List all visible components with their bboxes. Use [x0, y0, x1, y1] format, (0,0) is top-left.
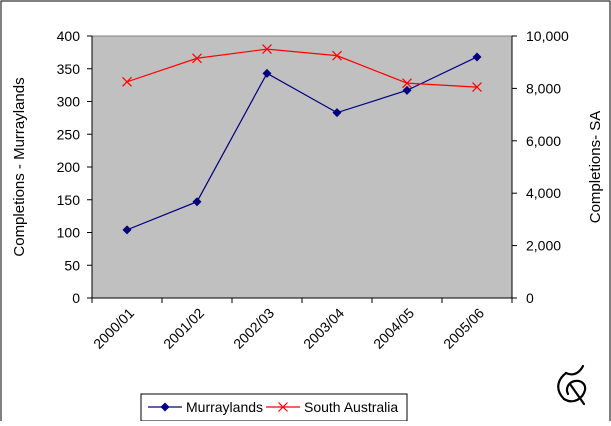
y-axis-title-right: Completions- SA [587, 111, 604, 224]
y-tick-label-left: 150 [57, 192, 81, 208]
data-point-murraylands [332, 108, 342, 118]
y-tick-label-right: 10,000 [526, 28, 569, 44]
legend-item-south-australia: South Australia [266, 399, 398, 415]
y-tick-label-left: 250 [57, 126, 81, 142]
y-axis-title-left: Completions - Murraylands [11, 77, 28, 256]
legend-marker-diamond-icon [160, 402, 170, 412]
series-line-south-australia [126, 48, 478, 88]
y-tick-label-right: 2,000 [526, 238, 561, 254]
y-tick-label-right: 6,000 [526, 133, 561, 149]
legend-item-murraylands: Murraylands [148, 399, 263, 415]
series-line-murraylands [126, 56, 478, 231]
y-tick-label-left: 0 [72, 290, 80, 306]
y-tick-label-left: 100 [57, 225, 81, 241]
data-point-murraylands [402, 85, 412, 95]
data-point-south-australia [472, 82, 482, 93]
y-tick-label-left: 300 [57, 94, 81, 110]
data-point-murraylands [122, 225, 132, 235]
legend-label-murraylands: Murraylands [186, 399, 263, 415]
data-point-murraylands [472, 52, 482, 62]
y-tick-label-right: 4,000 [526, 185, 561, 201]
data-point-south-australia [122, 76, 132, 87]
y-tick-label-left: 400 [57, 28, 81, 44]
y-tick-label-right: 8,000 [526, 80, 561, 96]
data-point-murraylands [262, 68, 272, 78]
data-point-south-australia [192, 53, 202, 64]
corner-logo-icon [557, 364, 587, 406]
data-point-south-australia [262, 44, 272, 55]
series-layer [122, 44, 482, 235]
data-point-south-australia [402, 78, 412, 89]
legend-marker-x-icon [278, 402, 288, 412]
plot-area [91, 35, 513, 299]
legend: Murraylands South Australia [140, 393, 408, 422]
y-tick-label-right: 0 [526, 290, 534, 306]
y-tick-label-left: 200 [57, 159, 81, 175]
y-tick-label-left: 350 [57, 61, 81, 77]
data-point-south-australia [332, 50, 342, 61]
y-tick-label-left: 50 [64, 257, 80, 273]
data-point-murraylands [192, 197, 202, 207]
legend-label-south-australia: South Australia [304, 399, 398, 415]
